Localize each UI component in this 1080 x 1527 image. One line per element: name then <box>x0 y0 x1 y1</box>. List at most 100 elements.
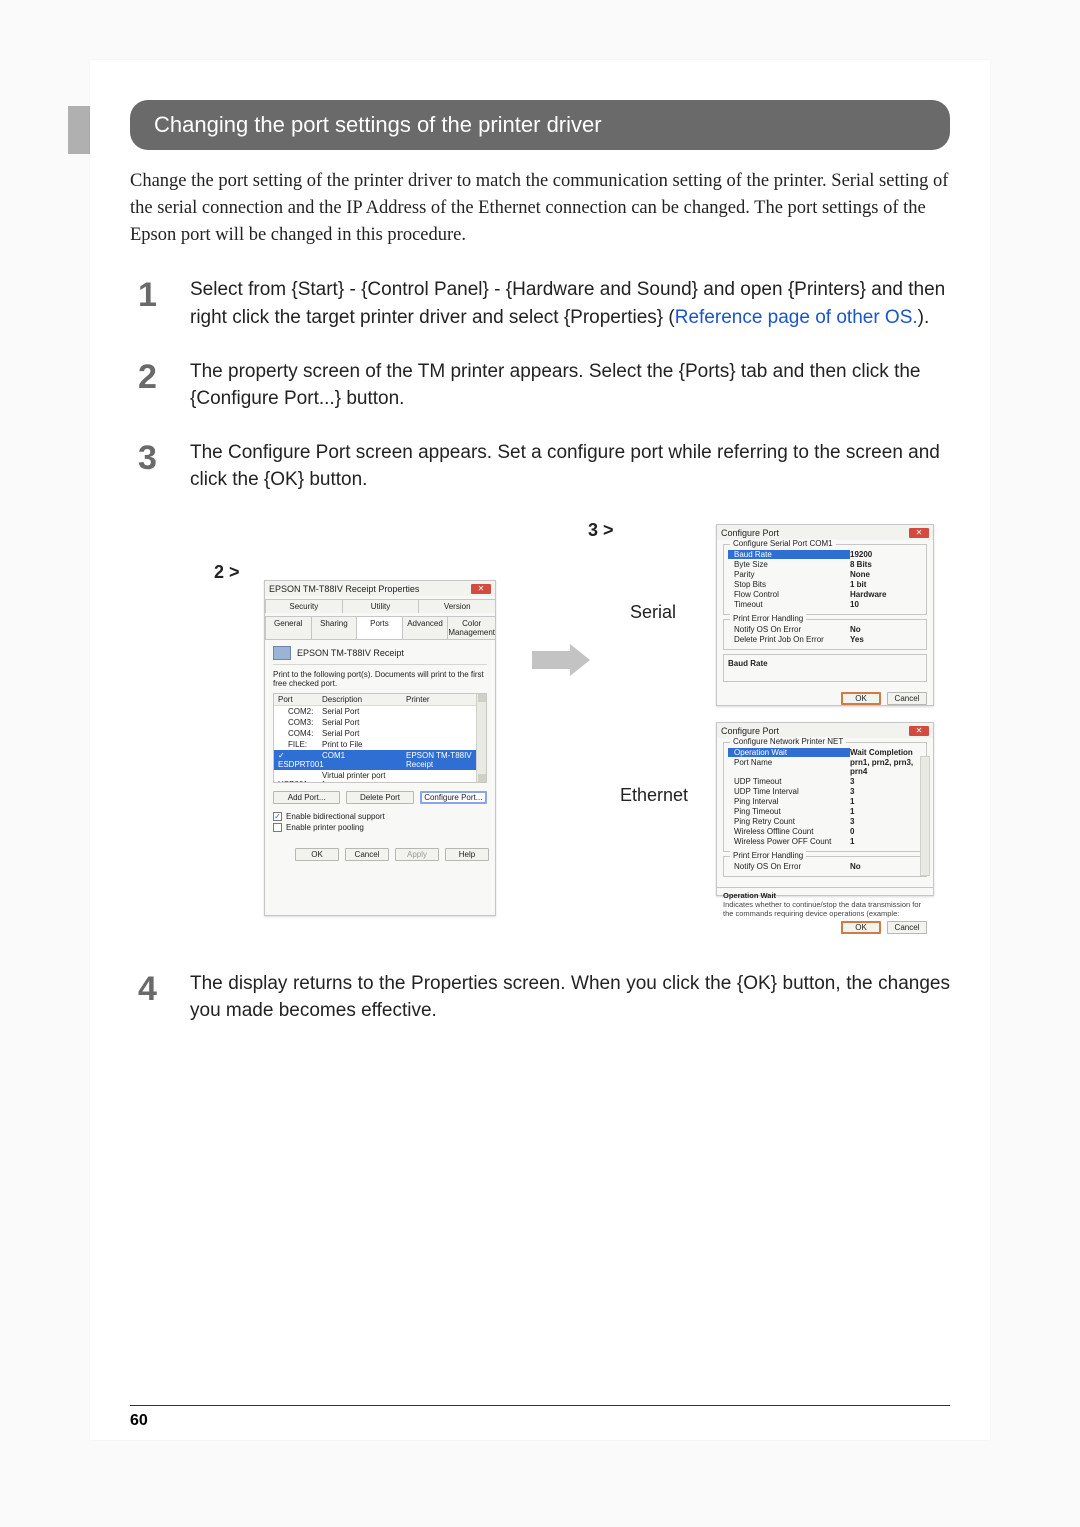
config-row[interactable]: Operation WaitWait Completion <box>728 748 922 757</box>
group-legend: Configure Network Printer NET <box>730 737 846 746</box>
ok-button[interactable]: OK <box>841 692 881 705</box>
configure-port-button[interactable]: Configure Port... <box>420 791 487 804</box>
step-text: The Configure Port screen appears. Set a… <box>190 439 950 494</box>
port-row[interactable]: COM3:Serial Port <box>274 717 486 728</box>
section-header: Changing the port settings of the printe… <box>130 100 950 150</box>
desc-title: Baud Rate <box>728 659 922 668</box>
configure-network-dialog: Configure Port ✕ Configure Network Print… <box>716 722 934 896</box>
page-number: 60 <box>130 1412 148 1430</box>
config-row[interactable]: Notify OS On ErrorNo <box>728 625 922 634</box>
close-icon[interactable]: ✕ <box>909 528 929 538</box>
step-number: 3 <box>138 439 170 494</box>
config-row[interactable]: Flow ControlHardware <box>728 590 922 599</box>
step-1: 1 Select from {Start} - {Control Panel} … <box>138 276 950 331</box>
port-row[interactable]: USB001Virtual printer port fo... <box>274 770 486 783</box>
side-tab <box>68 106 90 154</box>
ok-button[interactable]: OK <box>841 921 881 934</box>
port-row[interactable]: FILE:Print to File <box>274 739 486 750</box>
dialog-titlebar: Configure Port ✕ <box>717 525 933 540</box>
config-row[interactable]: ParityNone <box>728 570 922 579</box>
config-row[interactable]: Ping Timeout1 <box>728 807 922 816</box>
step-number: 2 <box>138 358 170 413</box>
group-legend: Configure Serial Port COM1 <box>730 539 836 548</box>
config-row[interactable]: Timeout10 <box>728 600 922 609</box>
ports-hint: Print to the following port(s). Document… <box>273 670 487 689</box>
step-text: The property screen of the TM printer ap… <box>190 358 950 413</box>
config-row[interactable]: Ping Interval1 <box>728 797 922 806</box>
dialog-title: EPSON TM-T88IV Receipt Properties <box>269 584 419 594</box>
tab-ports[interactable]: Ports <box>356 616 403 639</box>
port-list-header: Port Description Printer <box>274 694 486 706</box>
config-row[interactable]: Baud Rate19200 <box>728 550 922 559</box>
scrollbar[interactable] <box>920 756 930 876</box>
cancel-button[interactable]: Cancel <box>887 692 927 705</box>
help-button[interactable]: Help <box>445 848 489 861</box>
tab-general[interactable]: General <box>265 616 312 639</box>
col-port: Port <box>274 694 318 705</box>
configure-serial-dialog: Configure Port ✕ Configure Serial Port C… <box>716 524 934 706</box>
tab-utility[interactable]: Utility <box>342 599 420 613</box>
fig-label-2: 2 > <box>214 562 240 583</box>
step-number: 4 <box>138 970 170 1025</box>
group-description: Baud Rate <box>723 654 927 682</box>
desc-title: Operation Wait <box>723 891 776 900</box>
checkbox-bidirectional[interactable]: ✓ <box>273 812 282 821</box>
dialog-titlebar: Configure Port ✕ <box>717 723 933 738</box>
step-text: Select from {Start} - {Control Panel} - … <box>190 276 950 331</box>
apply-button[interactable]: Apply <box>395 848 439 861</box>
cancel-button[interactable]: Cancel <box>345 848 389 861</box>
step-number: 1 <box>138 276 170 331</box>
tab-security[interactable]: Security <box>265 599 343 613</box>
port-row[interactable]: COM2:Serial Port <box>274 706 486 717</box>
config-row[interactable]: Wireless Offline Count0 <box>728 827 922 836</box>
tab-version[interactable]: Version <box>418 599 496 613</box>
tab-sharing[interactable]: Sharing <box>311 616 358 639</box>
check-pooling-label: Enable printer pooling <box>286 823 364 832</box>
config-row[interactable]: UDP Timeout3 <box>728 777 922 786</box>
delete-port-button[interactable]: Delete Port <box>346 791 413 804</box>
tabs-row-1: Security Utility Version <box>265 599 495 613</box>
group-legend: Print Error Handling <box>730 851 806 860</box>
cancel-button[interactable]: Cancel <box>887 921 927 934</box>
page: Changing the port settings of the printe… <box>90 60 990 1440</box>
tabs-row-2: General Sharing Ports Advanced Color Man… <box>265 616 495 639</box>
tab-color-management[interactable]: Color Management <box>447 616 496 639</box>
printer-name: EPSON TM-T88IV Receipt <box>297 648 404 658</box>
scrollbar[interactable] <box>476 694 486 782</box>
properties-dialog: EPSON TM-T88IV Receipt Properties ✕ Secu… <box>264 580 496 916</box>
close-icon[interactable]: ✕ <box>471 584 491 594</box>
col-desc: Description <box>318 694 402 705</box>
tab-advanced[interactable]: Advanced <box>402 616 449 639</box>
step-2: 2 The property screen of the TM printer … <box>138 358 950 413</box>
config-row[interactable]: Delete Print Job On ErrorYes <box>728 635 922 644</box>
config-row[interactable]: Port Nameprn1, prn2, prn3, prn4 <box>728 758 922 776</box>
add-port-button[interactable]: Add Port... <box>273 791 340 804</box>
desc-text: Indicates whether to continue/stop the d… <box>723 900 921 918</box>
config-row[interactable]: UDP Time Interval3 <box>728 787 922 796</box>
dialog-title: Configure Port <box>721 528 779 538</box>
config-row[interactable]: Ping Retry Count3 <box>728 817 922 826</box>
step-text-post: ). <box>918 307 930 328</box>
group-error-handling: Print Error Handling Notify OS On ErrorN… <box>723 619 927 650</box>
dialog-titlebar: EPSON TM-T88IV Receipt Properties ✕ <box>265 581 495 596</box>
config-row[interactable]: Wireless Power OFF Count1 <box>728 837 922 846</box>
group-error-handling: Print Error Handling Notify OS On ErrorN… <box>723 856 927 877</box>
port-list[interactable]: Port Description Printer COM2:Serial Por… <box>273 693 487 783</box>
label-serial: Serial <box>630 602 676 623</box>
check-bidirectional-label: Enable bidirectional support <box>286 812 385 821</box>
step-4: 4 The display returns to the Properties … <box>138 970 950 1025</box>
reference-link[interactable]: Reference page of other OS. <box>675 307 918 328</box>
port-row[interactable]: COM4:Serial Port <box>274 728 486 739</box>
close-icon[interactable]: ✕ <box>909 726 929 736</box>
config-row[interactable]: Notify OS On ErrorNo <box>728 862 922 871</box>
ok-button[interactable]: OK <box>295 848 339 861</box>
config-row[interactable]: Stop Bits1 bit <box>728 580 922 589</box>
printer-icon <box>273 646 291 660</box>
group-network-port: Configure Network Printer NET Operation … <box>723 742 927 852</box>
checkbox-pooling[interactable] <box>273 823 282 832</box>
description-box: Operation Wait Indicates whether to cont… <box>717 887 933 921</box>
group-legend: Print Error Handling <box>730 614 806 623</box>
config-row[interactable]: Byte Size8 Bits <box>728 560 922 569</box>
steps: 1 Select from {Start} - {Control Panel} … <box>138 276 950 493</box>
port-row[interactable]: ✓ESDPRT001COM1EPSON TM-T88IV Receipt <box>274 750 486 770</box>
